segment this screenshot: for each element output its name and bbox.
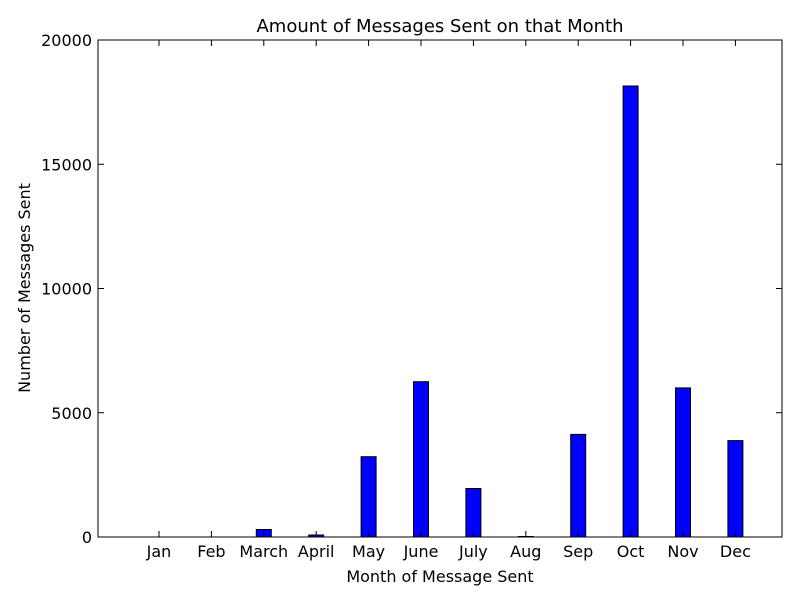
x-tick-label: Sep	[563, 542, 593, 561]
bars-group	[255, 85, 744, 538]
bar-july	[465, 488, 482, 538]
x-axis-ticks: Jan Feb March April May June July Aug Sep Oct Nov D…	[146, 40, 751, 561]
y-axis-ticks: 0 5000 10000 15000 20000	[41, 31, 782, 547]
x-tick-label: Dec	[720, 542, 751, 561]
x-tick-label: Feb	[197, 542, 225, 561]
plot-frame	[97, 39, 783, 538]
bar-oct	[622, 85, 639, 538]
chart-title: Amount of Messages Sent on that Month	[256, 16, 623, 37]
bar-june	[413, 381, 429, 538]
x-tick-label: Oct	[617, 542, 645, 561]
x-tick-label: March	[239, 542, 288, 561]
bar-dec	[727, 440, 744, 538]
x-tick-label: July	[458, 542, 488, 561]
y-tick-label: 15000	[41, 155, 92, 174]
y-tick-label: 20000	[41, 31, 92, 50]
y-axis-label: Number of Messages Sent	[15, 183, 34, 393]
x-tick-label: June	[403, 542, 439, 561]
x-axis-label: Month of Message Sent	[346, 567, 533, 586]
y-tick-label: 5000	[51, 404, 92, 423]
x-tick-label: Nov	[667, 542, 698, 561]
y-tick-label: 0	[82, 528, 92, 547]
bar-nov	[675, 387, 691, 538]
bar-sep	[570, 433, 587, 538]
bar-may	[360, 456, 377, 538]
x-tick-label: Aug	[510, 542, 541, 561]
x-tick-label: May	[352, 542, 385, 561]
y-tick-label: 10000	[41, 280, 92, 299]
x-tick-label: April	[298, 542, 335, 561]
x-tick-label: Jan	[146, 542, 172, 561]
